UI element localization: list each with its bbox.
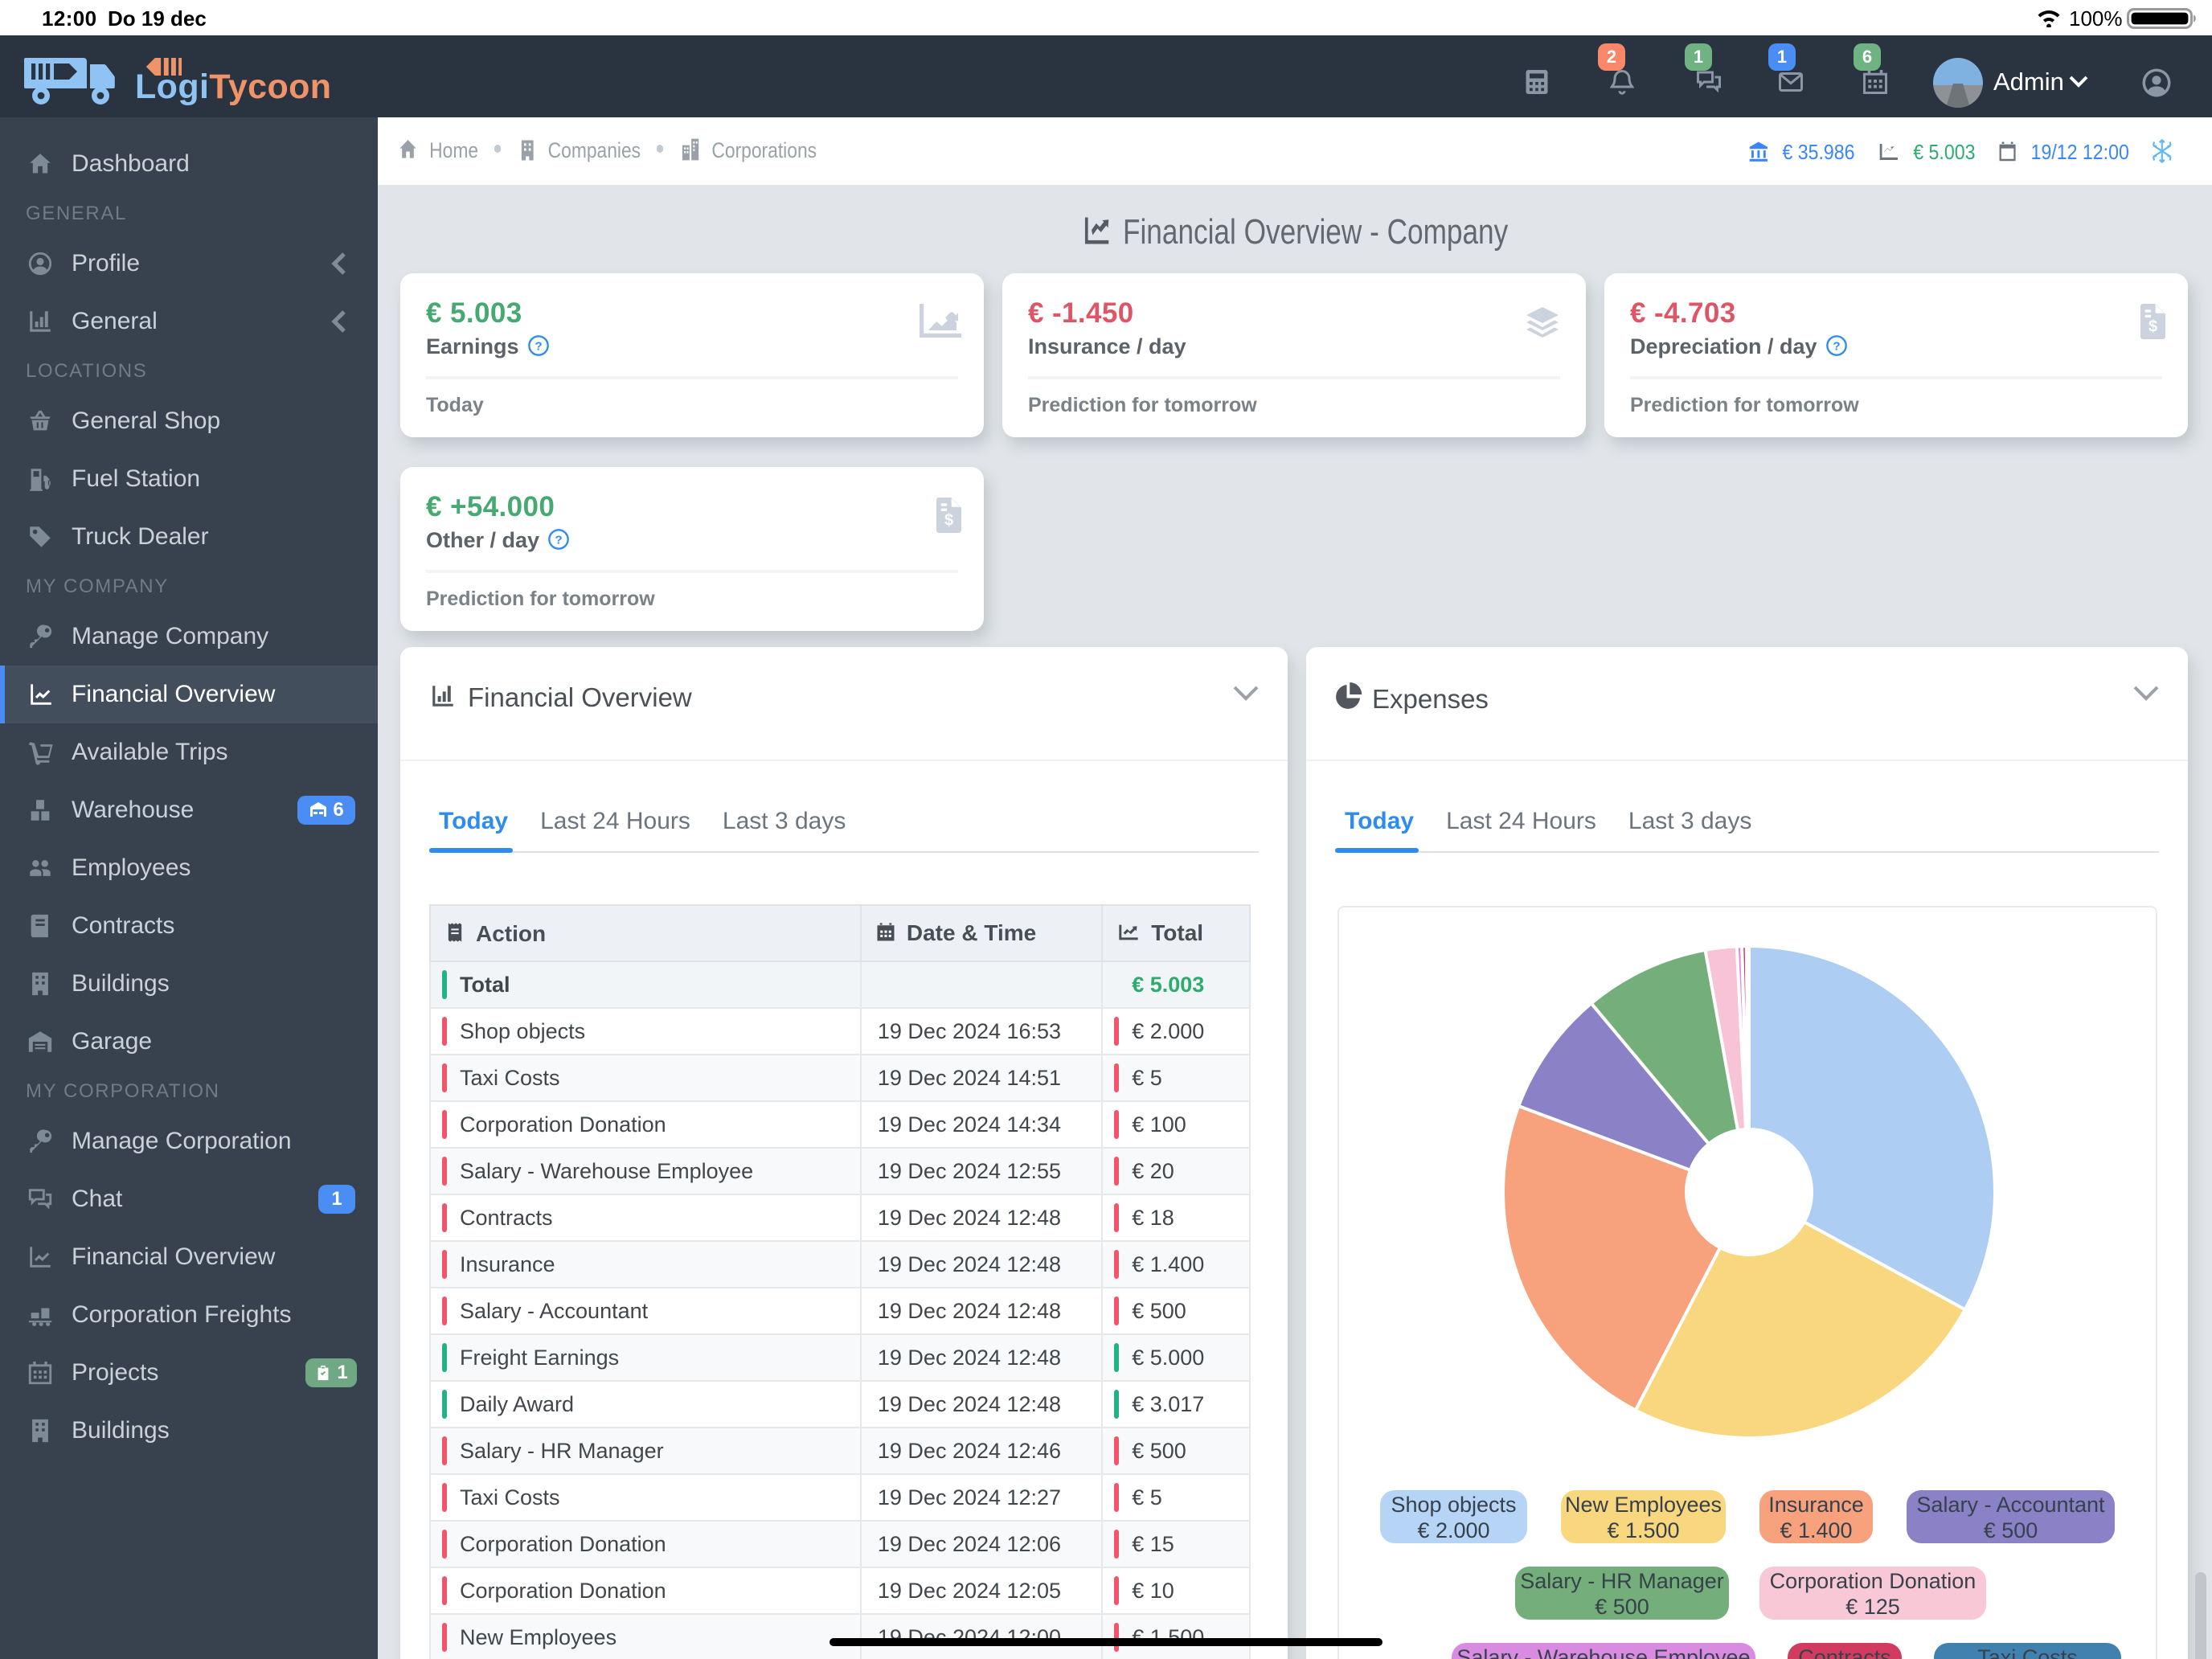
svg-text:?: ? [535, 339, 542, 353]
svg-text:?: ? [555, 533, 562, 547]
svg-text:?: ? [1833, 339, 1840, 353]
svg-text:$: $ [944, 511, 953, 529]
svg-text:$: $ [2149, 317, 2157, 335]
